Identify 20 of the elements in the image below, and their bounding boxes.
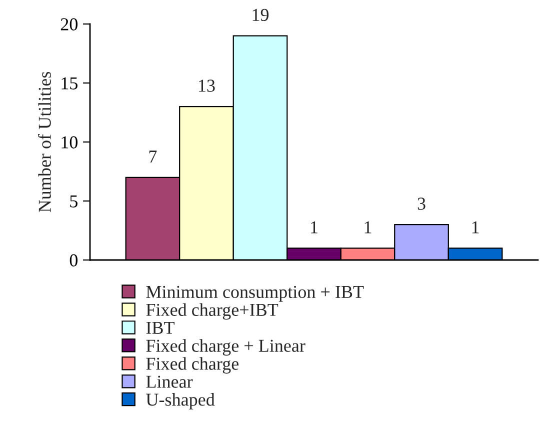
data-label: 13	[199, 80, 215, 92]
data-label: 1	[311, 221, 318, 234]
legend-label: Minimum consumption + IBT	[146, 286, 364, 302]
legend-label: IBT	[146, 322, 174, 334]
data-label: 3	[418, 198, 426, 210]
legend-label: Fixed charge+IBT	[146, 303, 278, 320]
y-tick-label: 10	[62, 136, 78, 148]
legend-label: Linear	[146, 376, 193, 388]
y-tick-label: 0	[70, 254, 78, 266]
data-label: 7	[149, 150, 157, 162]
data-label: 1	[364, 221, 372, 234]
legend-label: U-shaped	[146, 393, 215, 410]
y-tick-label: 5	[70, 195, 78, 208]
data-label: 1	[472, 221, 479, 234]
y-tick-label: 20	[60, 18, 78, 30]
y-axis-title: Number of Utilities	[38, 72, 51, 212]
data-label: 19	[252, 8, 269, 22]
legend-label: Fixed charge	[146, 357, 239, 374]
y-tick-label: 15	[62, 77, 78, 90]
legend-label: Fixed charge + Linear	[146, 339, 306, 356]
